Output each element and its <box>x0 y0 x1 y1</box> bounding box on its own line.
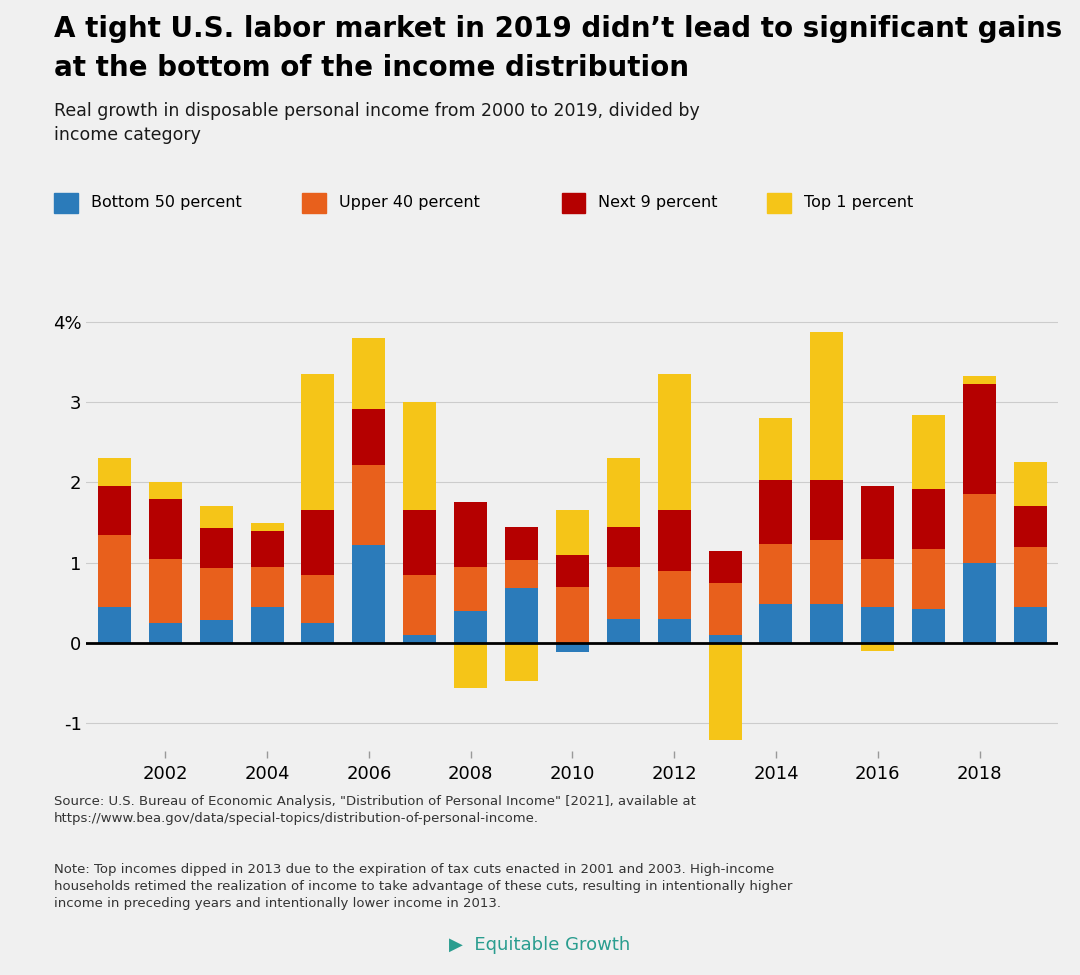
Text: A tight U.S. labor market in 2019 didn’t lead to significant gains: A tight U.S. labor market in 2019 didn’t… <box>54 15 1063 43</box>
Bar <box>454 610 487 643</box>
Bar <box>352 338 386 409</box>
Bar <box>759 544 793 604</box>
Bar <box>861 643 894 650</box>
Bar <box>556 511 589 555</box>
Bar <box>556 643 589 652</box>
Bar <box>403 403 436 511</box>
Bar <box>352 409 386 465</box>
Bar <box>251 524 284 531</box>
Bar <box>861 606 894 643</box>
Text: Next 9 percent: Next 9 percent <box>598 195 718 211</box>
Text: at the bottom of the income distribution: at the bottom of the income distribution <box>54 54 689 82</box>
Bar <box>1014 547 1047 606</box>
Bar <box>708 635 742 643</box>
Bar <box>251 531 284 567</box>
Text: Note: Top incomes dipped in 2013 due to the expiration of tax cuts enacted in 20: Note: Top incomes dipped in 2013 due to … <box>54 863 793 910</box>
Text: ▶  Equitable Growth: ▶ Equitable Growth <box>449 936 631 954</box>
Bar <box>963 376 996 384</box>
Bar <box>403 511 436 574</box>
Bar <box>810 480 843 540</box>
Bar <box>505 588 538 643</box>
Bar <box>913 549 945 609</box>
Bar <box>352 465 386 545</box>
Bar <box>1014 462 1047 506</box>
Bar <box>963 563 996 643</box>
Bar <box>607 618 639 643</box>
Bar <box>759 604 793 643</box>
Text: Top 1 percent: Top 1 percent <box>804 195 913 211</box>
Bar <box>708 582 742 635</box>
Bar <box>505 526 538 560</box>
Bar <box>556 555 589 587</box>
Text: Real growth in disposable personal income from 2000 to 2019, divided by
income c: Real growth in disposable personal incom… <box>54 102 700 144</box>
Bar <box>1014 606 1047 643</box>
Bar <box>301 574 335 623</box>
Bar <box>658 511 691 570</box>
Bar <box>251 607 284 643</box>
Bar <box>301 374 335 511</box>
Bar <box>505 560 538 588</box>
Bar <box>913 488 945 549</box>
Bar <box>658 374 691 511</box>
Bar <box>149 499 181 560</box>
Bar <box>759 417 793 480</box>
Bar <box>149 623 181 643</box>
Bar <box>607 566 639 618</box>
Bar <box>708 551 742 582</box>
Bar <box>403 574 436 635</box>
Bar <box>200 620 232 643</box>
Bar <box>98 487 131 534</box>
Bar <box>251 567 284 607</box>
Bar <box>200 506 232 528</box>
Bar <box>810 332 843 480</box>
Bar <box>98 606 131 643</box>
Bar <box>759 480 793 544</box>
Bar <box>963 494 996 563</box>
Bar <box>149 483 181 499</box>
Bar <box>301 623 335 643</box>
Bar <box>913 609 945 643</box>
Bar <box>352 545 386 643</box>
Bar <box>810 540 843 604</box>
Text: Source: U.S. Bureau of Economic Analysis, "Distribution of Personal Income" [202: Source: U.S. Bureau of Economic Analysis… <box>54 795 696 825</box>
Bar <box>200 568 232 620</box>
Bar <box>607 458 639 526</box>
Bar <box>301 511 335 574</box>
Bar <box>810 604 843 643</box>
Bar <box>454 566 487 610</box>
Bar <box>454 643 487 688</box>
Bar <box>658 570 691 618</box>
Bar <box>708 643 742 740</box>
Bar <box>200 528 232 568</box>
Bar <box>403 635 436 643</box>
Text: Bottom 50 percent: Bottom 50 percent <box>91 195 242 211</box>
Bar <box>454 502 487 566</box>
Bar <box>963 384 996 494</box>
Text: Upper 40 percent: Upper 40 percent <box>339 195 480 211</box>
Bar <box>913 415 945 488</box>
Bar <box>607 526 639 566</box>
Bar <box>861 487 894 559</box>
Bar <box>98 458 131 487</box>
Bar <box>861 559 894 606</box>
Bar <box>505 643 538 682</box>
Bar <box>658 618 691 643</box>
Bar <box>1014 506 1047 547</box>
Bar <box>149 560 181 623</box>
Bar <box>556 587 589 643</box>
Bar <box>98 534 131 606</box>
